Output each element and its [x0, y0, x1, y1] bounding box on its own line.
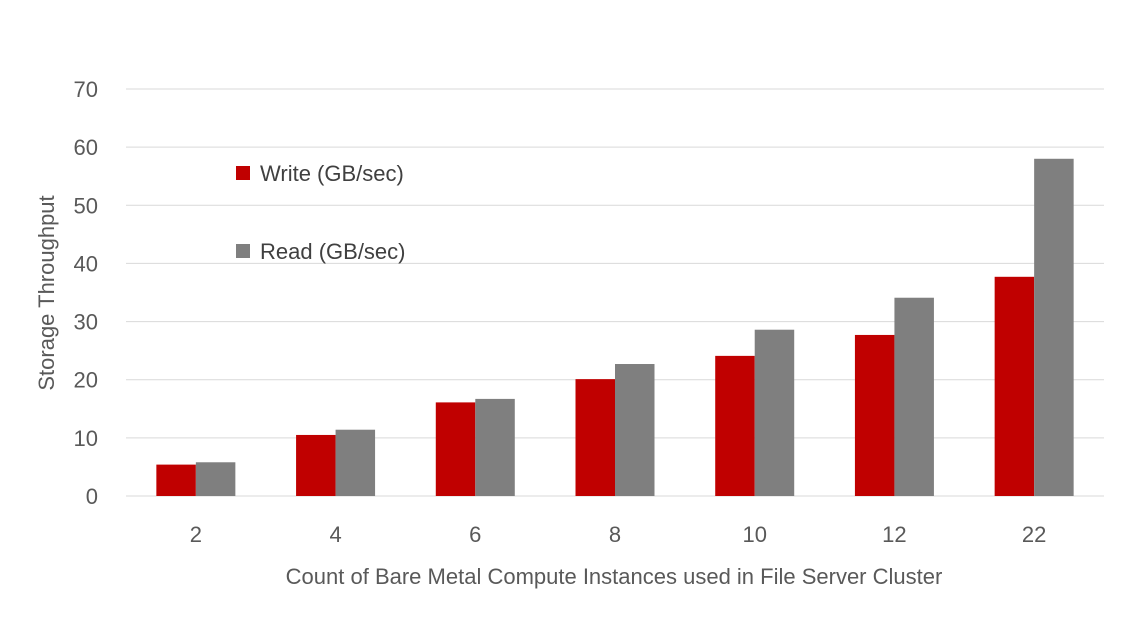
bar-read-8 — [615, 364, 655, 496]
x-tick-label: 22 — [1022, 522, 1046, 547]
bar-write-12 — [854, 334, 895, 496]
bar-read-10 — [754, 329, 795, 496]
bar-write-22 — [994, 276, 1035, 496]
y-tick-label: 10 — [74, 426, 98, 451]
x-tick-label: 8 — [609, 522, 621, 547]
y-tick-labels: 0 10 20 30 40 50 60 70 — [74, 77, 98, 509]
x-tick-label: 12 — [882, 522, 906, 547]
x-tick-label: 2 — [190, 522, 202, 547]
x-axis-title: Count of Bare Metal Compute Instances us… — [286, 564, 943, 589]
legend-swatch-write — [236, 166, 250, 180]
legend: Write (GB/sec) Read (GB/sec) — [236, 161, 406, 264]
y-tick-label: 70 — [74, 77, 98, 102]
x-tick-label: 10 — [742, 522, 766, 547]
legend-label-write: Write (GB/sec) — [260, 161, 404, 186]
y-tick-label: 30 — [74, 310, 98, 335]
x-tick-label: 4 — [329, 522, 341, 547]
bar-write-8 — [575, 379, 615, 496]
legend-swatch-read — [236, 244, 250, 258]
bar-write-4 — [296, 434, 336, 496]
y-axis-title: Storage Throughput — [34, 195, 59, 390]
bar-read-6 — [475, 398, 515, 496]
bar-read-4 — [335, 429, 376, 496]
y-tick-label: 0 — [86, 484, 98, 509]
y-tick-label: 20 — [74, 368, 98, 393]
bar-read-22 — [1034, 158, 1074, 496]
y-tick-label: 40 — [74, 251, 98, 276]
bar-read-2 — [195, 462, 236, 496]
y-tick-label: 60 — [74, 135, 98, 160]
x-tick-label: 6 — [469, 522, 481, 547]
y-tick-label: 50 — [74, 193, 98, 218]
bar-write-10 — [715, 355, 755, 496]
bar-write-6 — [435, 402, 476, 496]
legend-label-read: Read (GB/sec) — [260, 239, 406, 264]
bar-write-2 — [156, 464, 196, 496]
x-tick-labels: 2 4 6 8 10 12 22 — [190, 522, 1047, 547]
bar-read-12 — [894, 297, 934, 496]
bars — [156, 158, 1074, 496]
